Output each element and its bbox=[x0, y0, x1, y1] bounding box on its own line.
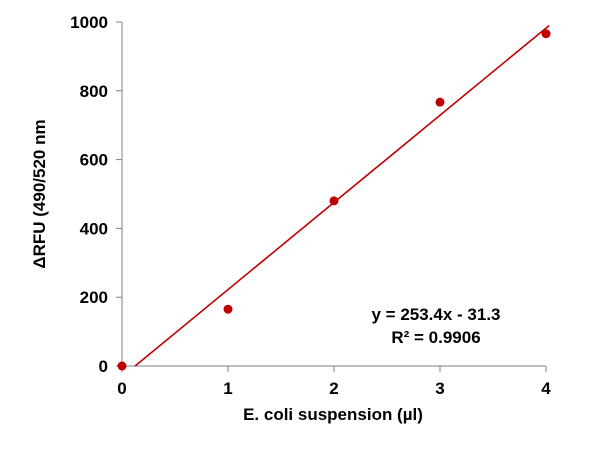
y-tick-label: 200 bbox=[80, 288, 108, 307]
data-point bbox=[223, 304, 233, 314]
y-tick-label: 400 bbox=[80, 219, 108, 238]
axes bbox=[116, 21, 547, 372]
data-point bbox=[117, 361, 127, 371]
x-tick-label: 4 bbox=[541, 379, 551, 398]
data-point bbox=[435, 97, 445, 107]
x-tick-label: 0 bbox=[117, 379, 126, 398]
trendline-equation: y = 253.4x - 31.3 bbox=[371, 305, 500, 324]
y-tick-label: 600 bbox=[80, 151, 108, 170]
data-point bbox=[541, 29, 551, 39]
y-tick-label: 0 bbox=[99, 357, 108, 376]
y-tick-label: 800 bbox=[80, 82, 108, 101]
r-squared-label: R² = 0.9906 bbox=[391, 328, 480, 347]
trendline-group bbox=[134, 24, 550, 367]
x-tick-label: 2 bbox=[329, 379, 338, 398]
y-axis-title: ΔRFU (490/520 nm bbox=[30, 119, 49, 268]
data-point bbox=[329, 196, 339, 206]
y-tick-label: 1000 bbox=[70, 13, 108, 32]
x-tick-label: 3 bbox=[435, 379, 444, 398]
y-tick-labels: 0 200 400 600 800 1000 bbox=[70, 13, 108, 376]
data-points bbox=[117, 29, 551, 371]
trendline bbox=[134, 24, 550, 367]
x-tick-label: 1 bbox=[223, 379, 232, 398]
x-axis-title: E. coli suspension (µl) bbox=[243, 405, 423, 424]
x-tick-labels: 0 1 2 3 4 bbox=[117, 379, 551, 398]
